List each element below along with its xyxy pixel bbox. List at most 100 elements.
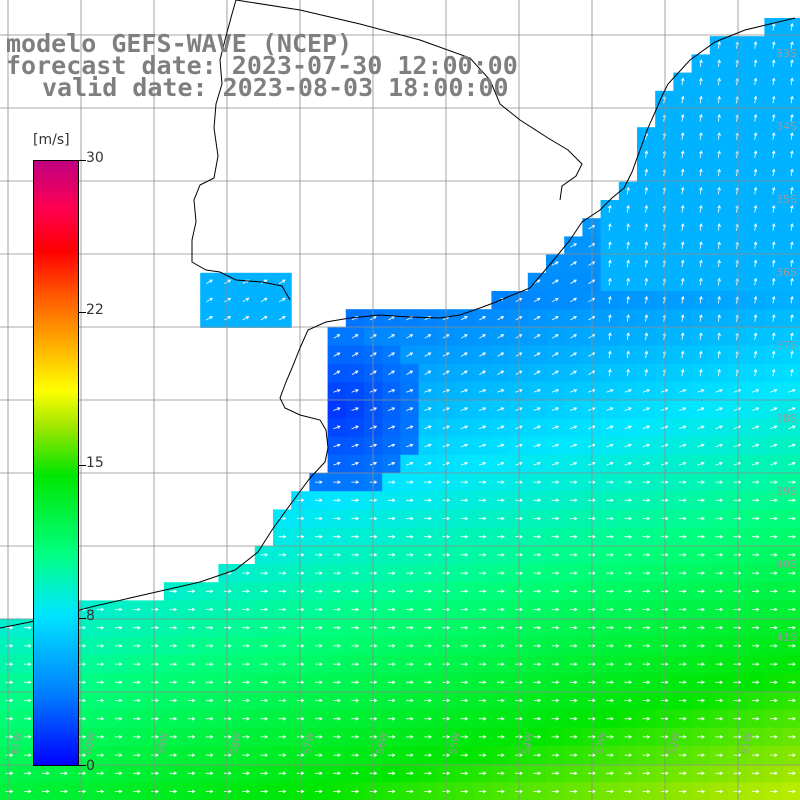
wind-arrow: [478, 498, 487, 503]
colorbar-label-15: 15: [86, 455, 104, 471]
wind-arrow: [351, 644, 360, 648]
wind-arrow: [642, 607, 651, 612]
wind-arrow: [788, 407, 796, 411]
wind-arrow: [753, 223, 758, 231]
wind-arrow: [351, 662, 360, 666]
wind-arrow: [753, 350, 758, 359]
wind-arrow: [278, 589, 287, 594]
wind-arrow: [751, 607, 760, 612]
wind-arrow: [788, 461, 796, 466]
wind-arrow: [753, 295, 758, 304]
wind-arrow: [551, 644, 560, 648]
wind-arrow: [606, 662, 615, 666]
wind-arrow: [715, 534, 724, 539]
latitude-label: 33S: [776, 47, 797, 60]
wind-arrow: [770, 662, 778, 666]
wind-arrow: [588, 553, 596, 557]
wind-arrow: [424, 461, 432, 466]
wind-arrow: [715, 753, 724, 757]
wind-arrow: [388, 316, 396, 321]
wind-arrow: [187, 716, 196, 721]
wind-arrow: [697, 534, 706, 539]
wind-arrow: [387, 698, 396, 703]
wind-arrow: [42, 789, 50, 794]
colorbar-label-8: 8: [86, 608, 95, 624]
wind-arrow: [733, 498, 742, 503]
wind-arrow: [478, 716, 487, 721]
wind-arrow: [679, 662, 687, 666]
wind-arrow: [333, 771, 342, 776]
wind-arrow: [697, 680, 706, 685]
wind-arrow: [697, 771, 706, 776]
wind-arrow: [642, 407, 651, 411]
wind-arrow: [387, 589, 396, 594]
wind-arrow: [570, 352, 578, 357]
wind-arrow: [588, 425, 596, 430]
wind-arrow: [642, 789, 651, 794]
wind-arrow: [626, 241, 630, 249]
wind-arrow: [697, 553, 706, 557]
wind-arrow: [96, 607, 105, 612]
wind-arrow: [406, 516, 414, 521]
wind-arrow: [533, 716, 542, 721]
longitude-label: 53W: [594, 731, 609, 755]
wind-arrow: [715, 571, 724, 575]
wind-arrow: [205, 625, 214, 630]
wind-arrow: [660, 735, 669, 739]
wind-arrow: [697, 443, 705, 448]
wind-arrow: [96, 662, 105, 666]
wind-arrow: [569, 498, 578, 503]
wind-arrow: [733, 553, 742, 557]
wind-arrow: [406, 716, 414, 721]
wind-arrow: [551, 516, 560, 521]
wind-arrow: [78, 771, 87, 776]
wind-arrow: [351, 425, 359, 430]
wind-arrow: [387, 443, 396, 448]
wind-arrow: [680, 223, 685, 231]
wind-arrow: [569, 443, 578, 448]
wind-arrow: [569, 425, 578, 430]
wind-arrow: [333, 625, 342, 630]
wind-arrow: [771, 168, 776, 177]
wind-arrow: [497, 789, 505, 794]
wind-arrow: [169, 680, 178, 685]
wind-arrow: [606, 644, 615, 648]
wind-arrow: [570, 279, 578, 284]
wind-arrow: [78, 680, 87, 685]
wind-arrow: [642, 553, 651, 557]
colorbar-label-22: 22: [86, 302, 104, 318]
wind-arrow: [642, 425, 651, 430]
wind-arrow: [679, 425, 687, 430]
wind-arrow: [717, 277, 721, 286]
wind-arrow: [770, 443, 778, 448]
wind-arrow: [569, 607, 578, 612]
wind-arrow: [5, 662, 14, 666]
wind-arrow: [588, 443, 596, 448]
wind-arrow: [551, 461, 560, 466]
wind-arrow: [96, 680, 105, 685]
wind-arrow: [333, 735, 342, 739]
wind-arrow: [790, 259, 794, 268]
latitude-label: 37S: [776, 339, 797, 352]
wind-arrow: [788, 644, 797, 648]
wind-arrow: [642, 498, 651, 503]
wind-arrow: [169, 625, 178, 630]
wind-arrow: [242, 625, 251, 630]
wind-arrow: [478, 425, 487, 430]
wind-arrow: [588, 480, 596, 484]
wind-arrow: [753, 77, 758, 86]
longitude-label: 51W: [740, 731, 755, 755]
wind-arrow: [642, 662, 651, 666]
wind-arrow: [23, 735, 32, 739]
wind-arrow: [478, 625, 487, 630]
wind-arrow: [460, 716, 469, 721]
wind-arrow: [699, 259, 703, 268]
wind-arrow: [606, 771, 615, 776]
wind-arrow: [333, 461, 341, 466]
wind-arrow: [733, 461, 742, 466]
wind-arrow: [771, 150, 776, 158]
wind-arrow: [608, 332, 612, 340]
wind-arrow: [23, 662, 32, 666]
wind-arrow: [151, 771, 160, 776]
wind-arrow: [351, 534, 360, 539]
